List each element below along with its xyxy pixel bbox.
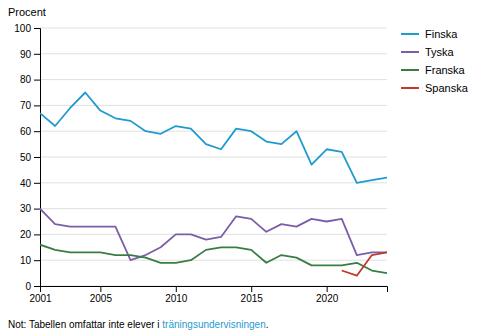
- tick-mark: [327, 286, 328, 292]
- legend-label: Tyska: [425, 46, 455, 58]
- legend-label: Spanska: [425, 82, 469, 94]
- tick-label: 40: [20, 178, 32, 189]
- tick-label: 0: [25, 281, 31, 292]
- grid-line: [40, 28, 387, 29]
- legend-swatch: [401, 87, 419, 89]
- tick-mark: [176, 286, 177, 292]
- legend-swatch: [401, 51, 419, 53]
- series-line: [40, 93, 387, 183]
- tick: 70: [20, 100, 40, 111]
- tick: 20: [20, 229, 40, 240]
- tick-label: 2005: [90, 293, 113, 304]
- tick-mark: [34, 260, 40, 261]
- note-part: .: [266, 319, 269, 330]
- tick-label: 20: [20, 229, 32, 240]
- tick-label: 10: [20, 255, 32, 266]
- tick-label: 60: [20, 126, 32, 137]
- tick: 90: [20, 49, 40, 60]
- tick-mark: [251, 286, 252, 292]
- tick-mark: [34, 105, 40, 106]
- tick-mark: [34, 80, 40, 81]
- tick: 10: [20, 255, 40, 266]
- tick: 100: [14, 23, 40, 34]
- note-part: träningsundervisningen: [162, 319, 265, 330]
- tick-mark: [34, 28, 40, 29]
- note-part: Not: Tabellen omfattar inte elever i: [8, 319, 162, 330]
- series-line: [40, 245, 387, 273]
- legend-swatch: [401, 69, 419, 71]
- tick: 0: [25, 281, 40, 292]
- legend-item: Finska: [401, 28, 458, 40]
- grid-line: [40, 157, 387, 158]
- y-axis: 0 10 20 30 40 50 60 70 80 90 100: [14, 23, 40, 292]
- tick: 50: [20, 152, 40, 163]
- y-axis-label: Procent: [8, 6, 46, 18]
- tick: 2015: [241, 286, 264, 304]
- grid-line: [40, 53, 387, 54]
- tick: 2020: [316, 286, 339, 304]
- x-axis: 2001 2005 2010 2015 2020: [29, 286, 387, 304]
- tick-mark: [34, 157, 40, 158]
- tick: 30: [20, 203, 40, 214]
- tick-mark: [100, 286, 101, 292]
- legend-item: Spanska: [401, 82, 469, 94]
- grid-line: [40, 208, 387, 209]
- legend-item: Franska: [401, 64, 466, 76]
- tick-mark: [34, 183, 40, 184]
- grid-line: [40, 79, 387, 80]
- tick-label: 100: [14, 23, 31, 34]
- tick-mark: [34, 54, 40, 55]
- tick: 2010: [165, 286, 188, 304]
- tick-label: 2001: [29, 293, 52, 304]
- tick-label: 2020: [316, 293, 339, 304]
- grid: [40, 28, 387, 286]
- tick-label: 2015: [241, 293, 264, 304]
- tick-label: 70: [20, 100, 32, 111]
- grid-line: [40, 131, 387, 132]
- note: Not: Tabellen omfattar inte elever i trä…: [8, 319, 269, 330]
- grid-line: [40, 182, 387, 183]
- axis-line: [41, 287, 388, 293]
- series-line: [342, 252, 387, 275]
- legend: Finska Tyska Franska Spanska: [401, 28, 469, 94]
- tick-label: 2010: [165, 293, 188, 304]
- plot: 2001 2005 2010 2015 2020 0 10 20 30 40 50 60 70 80 90 1…: [14, 23, 387, 304]
- axis-line: [34, 29, 41, 287]
- tick: 60: [20, 126, 40, 137]
- grid-line: [40, 234, 387, 235]
- legend-swatch: [401, 33, 419, 35]
- grid-line: [40, 260, 387, 261]
- legend-label: Franska: [425, 64, 466, 76]
- tick-label: 50: [20, 152, 32, 163]
- tick-label: 80: [20, 74, 32, 85]
- tick-mark: [34, 131, 40, 132]
- legend-label: Finska: [425, 28, 458, 40]
- tick-mark: [34, 234, 40, 235]
- tick: 2001: [29, 286, 52, 304]
- tick-mark: [34, 286, 40, 287]
- tick-mark: [34, 209, 40, 210]
- tick: 80: [20, 74, 40, 85]
- grid-line: [40, 105, 387, 106]
- tick: 2005: [90, 286, 113, 304]
- lines: [40, 93, 387, 276]
- tick: 40: [20, 178, 40, 189]
- legend-item: Tyska: [401, 46, 455, 58]
- chart: 2001 2005 2010 2015 2020 0 10 20 30 40 50 60 70 80 90 1…: [0, 0, 487, 336]
- tick-label: 30: [20, 203, 32, 214]
- tick-label: 90: [20, 49, 32, 60]
